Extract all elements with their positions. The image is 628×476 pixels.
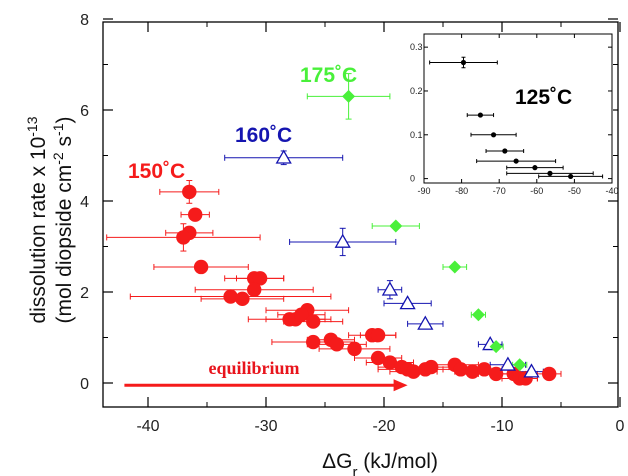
data-point-160c [275,149,292,164]
data-point-160c [399,295,416,310]
inset-y-tick-label: 0.2 [410,86,423,96]
data-point-150c [465,364,480,379]
inset-frame [423,33,613,184]
data-point-150c [424,359,439,375]
x-tick-label: -10 [490,418,513,435]
data-point-150c [188,207,203,222]
data-point-175c [389,219,403,233]
data-point-150c [347,341,362,357]
data-point-160c [499,356,517,371]
inset-data-point [532,165,538,171]
y-axis-title-line1: dissolution rate x 10-13 [24,116,50,323]
y-tick-label: 2 [80,285,89,302]
data-point-150c [306,314,321,329]
x-axis-title: ΔGr (kJ/mol) [322,450,438,476]
label-160c: 160˚C [235,124,292,147]
data-point-150c [306,334,321,350]
data-point-175c [489,340,503,354]
inset-data-point [547,170,553,176]
data-point-160c [334,233,351,248]
data-point-150c [176,230,191,245]
inset-x-tick-label: -50 [568,186,581,196]
inset-x-tick-label: -70 [493,186,506,196]
inset-data-point [460,59,467,66]
data-point-150c [247,282,262,297]
data-point-150c [193,259,209,275]
inset-axis-ticks [423,34,613,183]
data-point-175c [448,260,462,274]
data-point-150c [477,362,492,377]
data-point-160c [523,363,540,378]
inset-background [423,34,613,186]
inset-data-point [477,112,483,118]
data-point-150c [542,366,557,382]
data-point-150c [370,350,386,366]
inset-x-tick-label: -60 [530,186,543,196]
x-tick-label: -20 [372,418,395,435]
equilibrium-arrow-head [393,379,408,392]
inset-markers [460,59,574,180]
data-point-150c [252,271,268,286]
label-175c: 175˚C [300,64,357,87]
data-point-150c [294,307,309,322]
inset-data-point [490,132,497,138]
data-point-150c [382,355,398,370]
x-tick-label: -30 [254,418,277,435]
data-point-150c [488,366,504,382]
data-point-150c [223,289,238,304]
data-point-175c [471,308,485,322]
main-axis-ticks [103,18,621,407]
data-point-150c [370,328,386,343]
x-tick-label: 0 [616,418,625,435]
y-tick-label: 8 [80,12,89,29]
equilibrium-label: equilibrium [208,358,299,378]
data-point-150c [182,184,197,200]
inset-x-tick-label: -90 [417,186,430,196]
inset-title-125c: 125˚C [515,86,572,109]
data-point-150c [235,291,250,307]
inset-x-tick-label: -80 [455,186,468,196]
data-point-175c [513,358,527,372]
data-point-150c [329,337,344,352]
inset-tick-labels: -90 -80 -70 -60 -50 -40 0 0.1 0.2 0.3 [410,42,619,196]
data-point-160c [417,315,434,330]
y-axis-title-line2: (mol diopside cm-2 s-1) [50,117,76,324]
inset-data-point [513,158,519,164]
x-tick-label: -40 [136,418,159,435]
data-point-150c [406,364,421,379]
inset-y-tick-label: 0.1 [410,130,423,140]
main-tick-labels: -40 -30 -20 -10 0 0 2 4 6 8 [80,12,624,435]
y-tick-label: 0 [80,376,89,393]
data-point-160c [381,281,399,296]
main-markers [176,89,557,386]
plot-frame [102,21,619,408]
inset-y-tick-label: 0 [410,174,415,184]
y-tick-label: 4 [80,194,89,211]
inset-y-tick-label: 0.3 [410,42,423,52]
label-150c: 150˚C [128,160,185,183]
data-point-175c [342,89,356,103]
inset-data-point [502,148,508,154]
equilibrium-arrow [124,379,408,392]
data-point-150c [453,362,468,377]
inset-x-tick-label: -40 [605,186,618,196]
inset-data-point [568,173,574,180]
y-tick-label: 6 [80,103,89,120]
